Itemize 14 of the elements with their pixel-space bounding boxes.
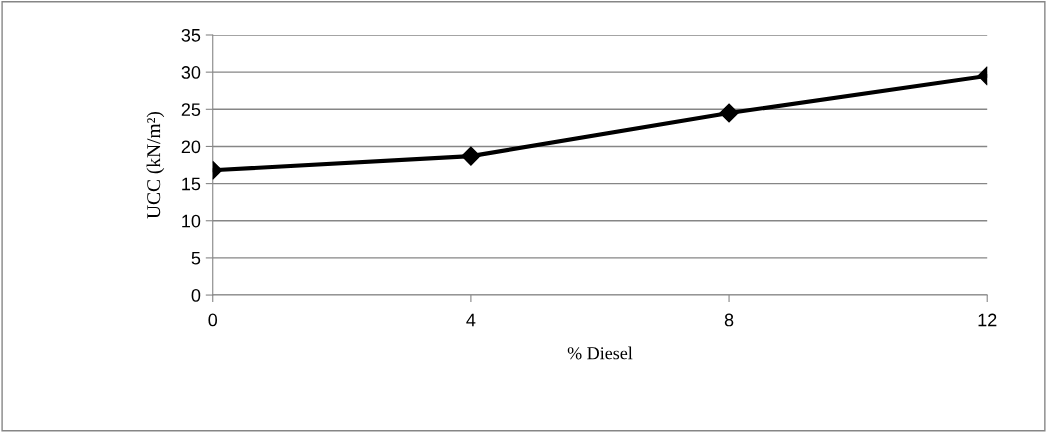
y-tick-label: 25 xyxy=(181,103,201,117)
y-tick-label: 10 xyxy=(182,214,201,228)
y-tick-label: 30 xyxy=(181,66,201,79)
y-tick-label: 20 xyxy=(181,140,201,154)
x-tick-label: 8 xyxy=(724,313,734,327)
x-tick-label: 12 xyxy=(978,313,997,327)
y-axis-title: UCC (kN/m²) xyxy=(146,111,165,219)
x-tick-label: 4 xyxy=(466,313,476,327)
x-tick-label: 0 xyxy=(208,313,218,327)
y-tick-label: 0 xyxy=(191,288,201,302)
x-axis-title: % Diesel xyxy=(567,346,633,360)
y-tick-label: 15 xyxy=(182,177,201,191)
y-tick-label: 5 xyxy=(191,252,201,265)
y-tick-label: 35 xyxy=(181,28,201,42)
